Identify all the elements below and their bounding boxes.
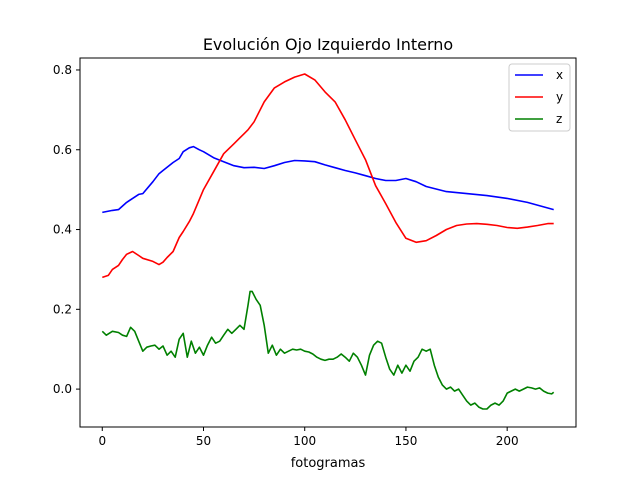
- y-tick-label: 0.2: [53, 302, 72, 316]
- y-tick-label: 0.4: [53, 223, 72, 237]
- x-axis: 0 50 100 150 200: [98, 427, 519, 448]
- series-line-x: [102, 145, 554, 214]
- chart-title: Evolución Ojo Izquierdo Interno: [203, 35, 453, 54]
- plot-area: [80, 58, 576, 427]
- x-axis-label: fotogramas: [291, 456, 366, 471]
- legend-label-z: z: [556, 112, 562, 126]
- y-tick-label: 0.8: [53, 63, 72, 77]
- legend: xyz: [508, 63, 571, 132]
- y-tick-label: 0.6: [53, 143, 72, 157]
- x-tick-label: 50: [196, 434, 211, 448]
- x-tick-label: 200: [496, 434, 519, 448]
- y-axis: 0.0 0.2 0.4 0.6 0.8: [53, 63, 80, 396]
- series-layer: [101, 73, 555, 410]
- legend-label-y: y: [556, 90, 563, 104]
- legend-label-x: x: [556, 68, 563, 82]
- plot-frame: [79, 57, 577, 428]
- series-line-z: [101, 290, 555, 410]
- x-tick-label: 100: [293, 434, 316, 448]
- series-line-y: [102, 73, 554, 279]
- y-tick-label: 0.0: [53, 382, 72, 396]
- x-tick-label: 150: [394, 434, 417, 448]
- x-tick-label: 0: [98, 434, 106, 448]
